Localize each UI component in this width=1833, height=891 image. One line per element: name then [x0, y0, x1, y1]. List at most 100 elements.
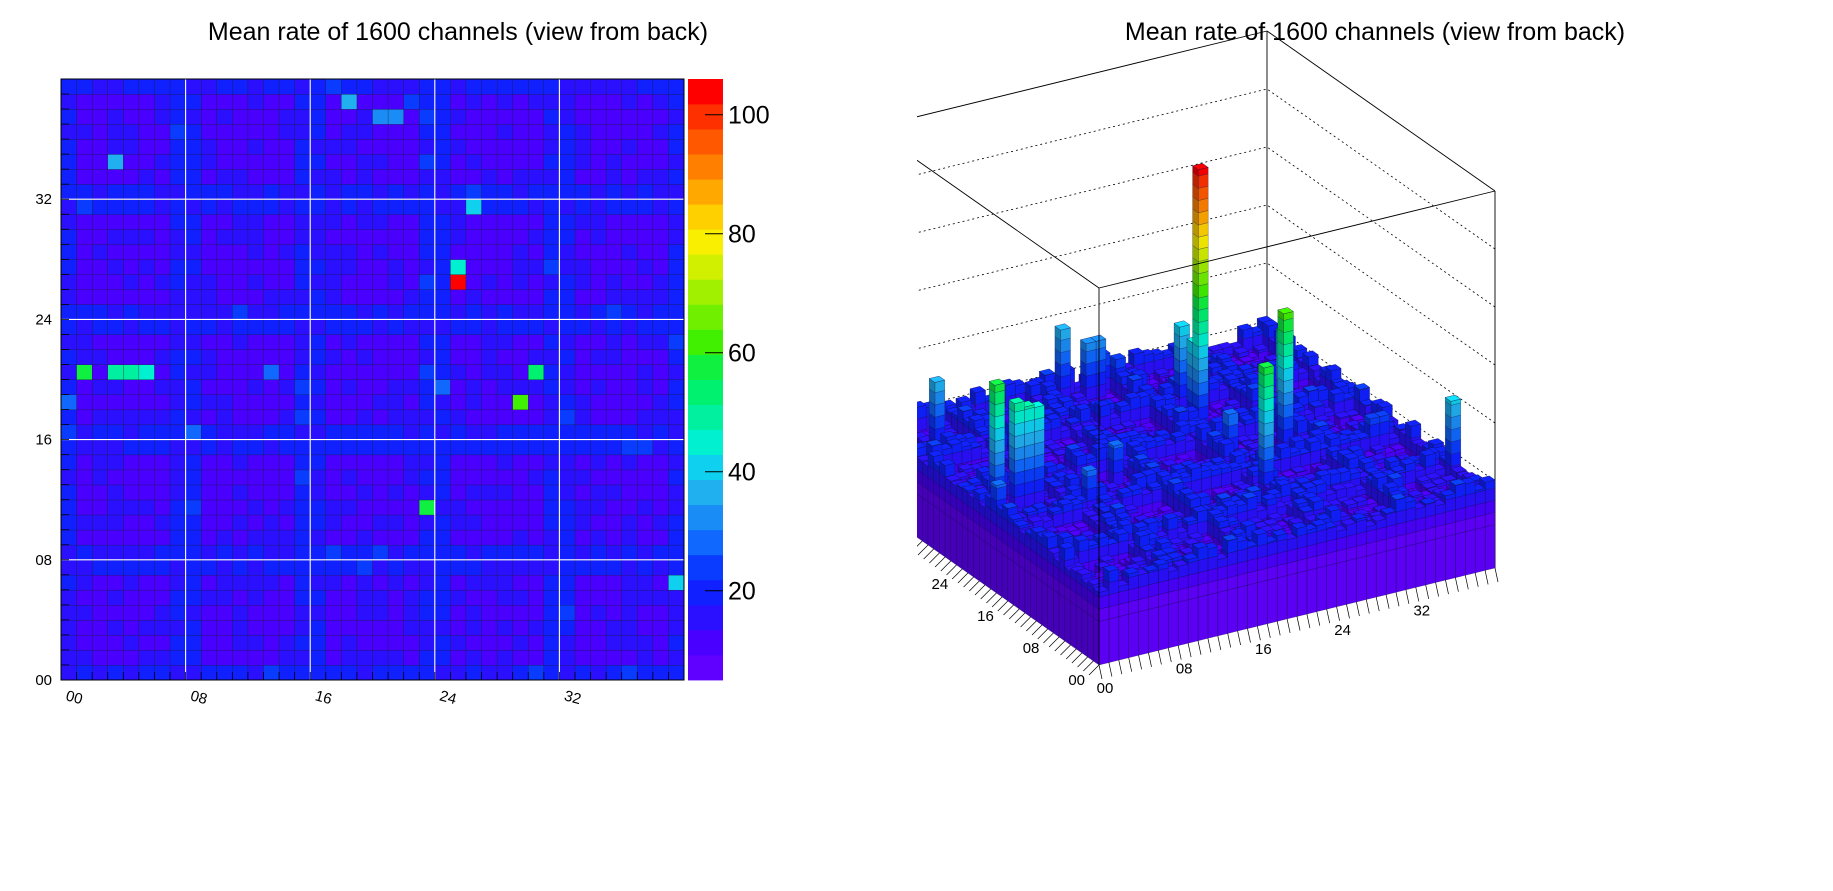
y-tick: [1061, 645, 1071, 655]
heatmap-cell: [217, 364, 233, 379]
heatmap-cell: [154, 635, 170, 650]
heatmap-cell: [388, 334, 404, 349]
heatmap-cell: [450, 620, 466, 635]
heatmap-cell: [248, 485, 264, 500]
heatmap-cell: [108, 244, 124, 259]
heatmap-cell: [123, 109, 139, 124]
heatmap-cell: [668, 455, 684, 470]
heatmap-cell: [653, 605, 669, 620]
heatmap-cell: [279, 334, 295, 349]
heatmap-cell: [513, 244, 529, 259]
heatmap-cell: [528, 440, 544, 455]
heatmap-cell: [404, 109, 420, 124]
heatmap-cell: [513, 575, 529, 590]
heatmap-cell: [419, 259, 435, 274]
heatmap-cell: [139, 349, 155, 364]
heatmap-cell: [606, 214, 622, 229]
heatmap-cell: [466, 560, 482, 575]
heatmap-cell: [482, 440, 498, 455]
heatmap-cell: [217, 560, 233, 575]
heatmap-cell: [108, 395, 124, 410]
heatmap-cell: [559, 334, 575, 349]
heatmap-cell: [575, 304, 591, 319]
heatmap-cell: [201, 590, 217, 605]
heatmap-cell: [404, 94, 420, 109]
heatmap-cell: [139, 139, 155, 154]
heatmap-cell: [637, 575, 653, 590]
heatmap-cell: [668, 500, 684, 515]
heatmap-cell: [279, 289, 295, 304]
heatmap-cell: [248, 124, 264, 139]
heatmap-cell: [513, 229, 529, 244]
heatmap-cell: [373, 470, 389, 485]
heatmap-cell: [295, 349, 311, 364]
heatmap-cell: [404, 380, 420, 395]
heatmap-cell: [466, 364, 482, 379]
heatmap-cell: [108, 650, 124, 665]
heatmap-cell: [637, 124, 653, 139]
heatmap-cell: [404, 650, 420, 665]
heatmap-cell: [559, 605, 575, 620]
heatmap-cell: [232, 274, 248, 289]
heatmap-cell: [341, 124, 357, 139]
y-tick: [929, 553, 939, 563]
palette-segment: [688, 304, 723, 329]
heatmap-cell: [466, 500, 482, 515]
heatmap-cell: [435, 199, 451, 214]
heatmap-cell: [139, 545, 155, 560]
heatmap-cell: [326, 184, 342, 199]
heatmap-cell: [326, 440, 342, 455]
y-tick: [1015, 613, 1025, 623]
heatmap-cell: [279, 380, 295, 395]
heatmap-cell: [591, 545, 607, 560]
heatmap-cell: [653, 530, 669, 545]
heatmap-cell: [201, 169, 217, 184]
heatmap-cell: [357, 154, 373, 169]
heatmap-cell: [154, 214, 170, 229]
heatmap-cell: [263, 259, 279, 274]
heatmap-cell: [232, 154, 248, 169]
heatmap-cell: [637, 440, 653, 455]
heatmap-cell: [154, 665, 170, 680]
heatmap-cell: [154, 274, 170, 289]
heatmap-cell: [77, 289, 93, 304]
heatmap-cell: [606, 590, 622, 605]
heatmap-cell: [92, 79, 108, 94]
heatmap-cell: [373, 665, 389, 680]
heatmap-cell: [232, 169, 248, 184]
heatmap-cell: [668, 575, 684, 590]
heatmap-cell: [341, 289, 357, 304]
heatmap-cell: [622, 395, 638, 410]
heatmap-cell: [450, 635, 466, 650]
heatmap-cell: [528, 304, 544, 319]
heatmap-cell: [139, 94, 155, 109]
heatmap-cell: [77, 575, 93, 590]
heatmap-cell: [139, 410, 155, 425]
heatmap-cell: [341, 635, 357, 650]
heatmap-cell: [170, 229, 186, 244]
heatmap-cell: [201, 395, 217, 410]
heatmap-cell: [544, 650, 560, 665]
heatmap-cell: [201, 259, 217, 274]
heatmap-cell: [419, 545, 435, 560]
heatmap-cell: [108, 470, 124, 485]
heatmap-cell: [513, 500, 529, 515]
heatmap-cell: [201, 184, 217, 199]
heatmap-cell: [139, 304, 155, 319]
x-tick: [1277, 621, 1280, 635]
heatmap-cell: [61, 304, 77, 319]
heatmap-cell: [466, 515, 482, 530]
heatmap-cell: [637, 530, 653, 545]
heatmap-cell: [575, 139, 591, 154]
heatmap-cell: [279, 319, 295, 334]
heatmap-cell: [606, 575, 622, 590]
heatmap-cell: [388, 410, 404, 425]
heatmap-cell: [622, 515, 638, 530]
heatmap-cell: [559, 274, 575, 289]
heatmap-cell: [108, 440, 124, 455]
heatmap-cell: [637, 289, 653, 304]
heatmap-cell: [92, 545, 108, 560]
heatmap-cell: [154, 395, 170, 410]
heatmap-cell: [92, 319, 108, 334]
heatmap-cell: [653, 229, 669, 244]
